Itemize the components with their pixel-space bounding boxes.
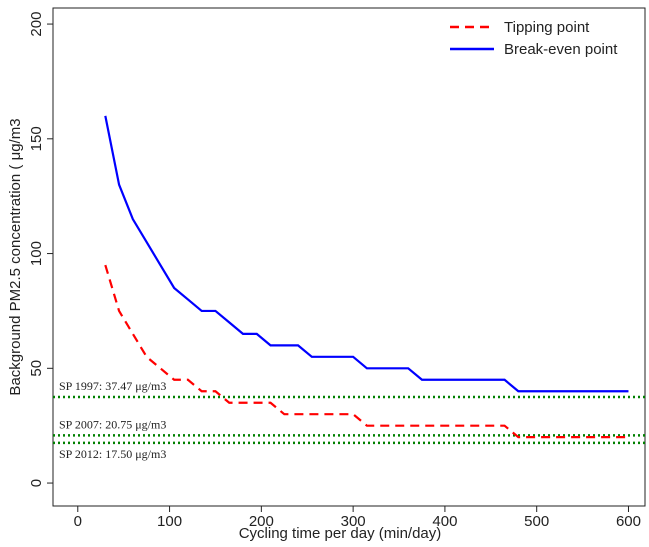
- y-tick-label: 0: [28, 479, 45, 487]
- reference-label: SP 1997: 37.47 μg/m3: [59, 379, 166, 393]
- x-tick-label: 0: [74, 513, 82, 530]
- x-axis-label: Cycling time per day (min/day): [239, 525, 442, 542]
- y-tick-label: 100: [28, 241, 45, 266]
- series-line: [104, 264, 629, 439]
- y-tick-label: 150: [28, 126, 45, 151]
- x-tick-label: 400: [432, 513, 457, 530]
- x-tick-label: 600: [616, 513, 641, 530]
- plot-frame: [52, 7, 646, 507]
- x-tick-label: 100: [157, 513, 182, 530]
- reference-label: SP 2012: 17.50 μg/m3: [59, 447, 166, 461]
- legend-label: Tipping point: [504, 19, 590, 36]
- x-tick-label: 500: [524, 513, 549, 530]
- y-axis-label: Background PM2.5 concentration ( μg/m3: [7, 118, 24, 395]
- y-tick-label: 200: [28, 12, 45, 37]
- x-tick-label: 300: [341, 513, 366, 530]
- series-line: [104, 115, 629, 393]
- x-tick-label: 200: [249, 513, 274, 530]
- y-tick-label: 50: [28, 360, 45, 377]
- reference-label: SP 2007: 20.75 μg/m3: [59, 417, 166, 431]
- legend-label: Break-even point: [504, 41, 618, 58]
